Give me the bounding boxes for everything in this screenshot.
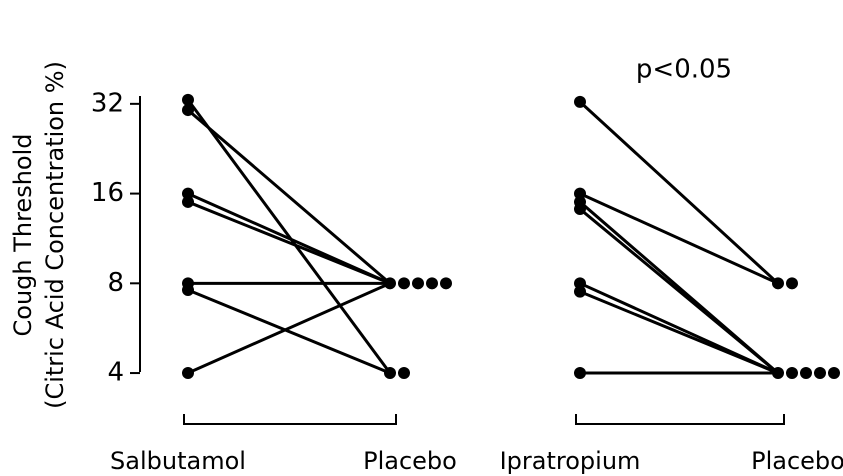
data-point	[398, 367, 410, 380]
data-point	[412, 277, 424, 290]
data-point	[574, 285, 586, 298]
pair-line	[187, 108, 391, 285]
y-tick-label: 32	[91, 88, 124, 118]
pair-line	[187, 281, 391, 375]
pair-line	[579, 290, 779, 375]
data-point	[574, 187, 586, 200]
data-point	[574, 203, 586, 216]
data-point	[574, 277, 586, 290]
annotation: p<0.05	[636, 55, 732, 85]
data-point	[398, 277, 410, 290]
data-point	[786, 367, 798, 380]
pair-line	[187, 288, 391, 375]
x-tick-label: Placebo	[363, 447, 457, 475]
bracket	[183, 414, 397, 425]
data-point	[182, 104, 194, 117]
data-point	[384, 277, 396, 290]
data-point	[182, 367, 194, 380]
pair-line	[578, 100, 780, 285]
pair-line	[579, 207, 779, 375]
x-tick-label: Salbutamol	[110, 447, 246, 475]
data-point	[182, 283, 194, 296]
x-tick-label: Placebo	[751, 447, 843, 475]
data-point	[384, 367, 396, 380]
data-point	[182, 93, 194, 106]
data-point	[800, 367, 812, 380]
y-tick-label: 4	[107, 358, 124, 388]
y-tick-label: 8	[107, 268, 124, 298]
data-point	[182, 195, 194, 208]
x-tick-label: Ipratropium	[500, 447, 641, 475]
data-point	[440, 277, 452, 290]
pair-line	[187, 200, 391, 285]
pair-line	[186, 98, 392, 374]
data-point	[574, 367, 586, 380]
data-point	[772, 277, 784, 290]
bracket	[575, 414, 785, 425]
y-tick-label: 16	[91, 178, 124, 208]
y-axis-label: (Citric Acid Concentration %)	[41, 61, 69, 409]
data-point	[426, 277, 438, 290]
data-point	[772, 367, 784, 380]
data-point	[814, 367, 826, 380]
y-axis-label: Cough Threshold	[9, 133, 37, 336]
data-point	[574, 95, 586, 108]
data-point	[828, 367, 840, 380]
data-point	[786, 277, 798, 290]
pair-line	[579, 192, 779, 285]
data-point	[182, 187, 194, 200]
